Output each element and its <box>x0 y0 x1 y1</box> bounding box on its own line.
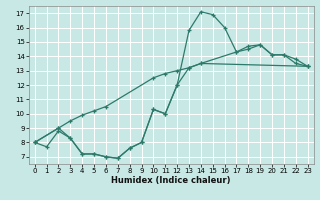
X-axis label: Humidex (Indice chaleur): Humidex (Indice chaleur) <box>111 176 231 185</box>
